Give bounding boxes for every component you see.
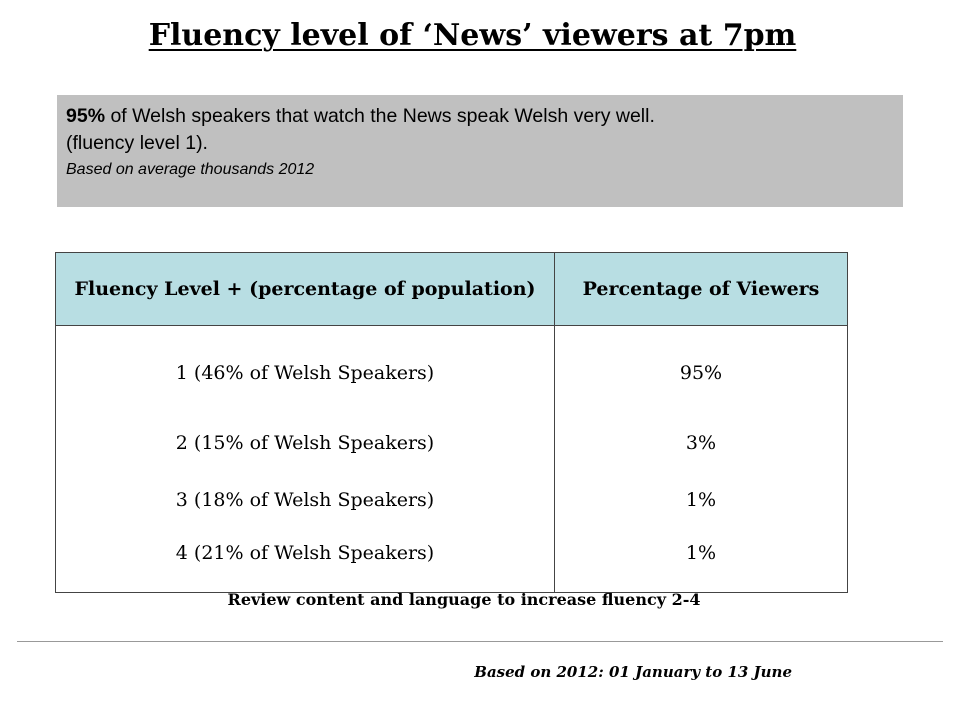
fluency-level-cell: 2 (15% of Welsh Speakers) xyxy=(55,414,555,471)
fluency-level-cell: 4 (21% of Welsh Speakers) xyxy=(55,528,555,593)
fluency-level-cell: 3 (18% of Welsh Speakers) xyxy=(55,471,555,528)
summary-text-line2: (fluency level 1). xyxy=(66,132,208,154)
fluency-level-cell: 1 (46% of Welsh Speakers) xyxy=(55,325,555,414)
percentage-cell: 1% xyxy=(554,471,848,528)
summary-statement: 95% of Welsh speakers that watch the New… xyxy=(66,103,893,130)
summary-text-line1: of Welsh speakers that watch the News sp… xyxy=(105,105,655,127)
page-title: Fluency level of ‘News’ viewers at 7pm xyxy=(148,18,797,53)
review-note: Review content and language to increase … xyxy=(227,590,701,609)
percentage-cell: 3% xyxy=(554,414,848,471)
summary-highlight: 95% xyxy=(66,105,106,127)
footer-note: Based on 2012: 01 January to 13 June xyxy=(474,663,792,681)
summary-callout: 95% of Welsh speakers that watch the New… xyxy=(57,95,903,207)
table-row: 2 (15% of Welsh Speakers) 3% xyxy=(55,414,848,471)
table-row: 4 (21% of Welsh Speakers) 1% xyxy=(55,528,848,593)
column-header-percentage: Percentage of Viewers xyxy=(554,252,848,326)
footer-divider xyxy=(17,641,943,642)
column-header-fluency-level: Fluency Level + (percentage of populatio… xyxy=(55,252,555,326)
table-row: 1 (46% of Welsh Speakers) 95% xyxy=(55,325,848,414)
table-header-row: Fluency Level + (percentage of populatio… xyxy=(55,252,848,326)
percentage-cell: 95% xyxy=(554,325,848,414)
percentage-cell: 1% xyxy=(554,528,848,593)
fluency-table: Fluency Level + (percentage of populatio… xyxy=(55,252,848,593)
summary-basis: Based on average thousands 2012 xyxy=(66,161,315,178)
table-row: 3 (18% of Welsh Speakers) 1% xyxy=(55,471,848,528)
